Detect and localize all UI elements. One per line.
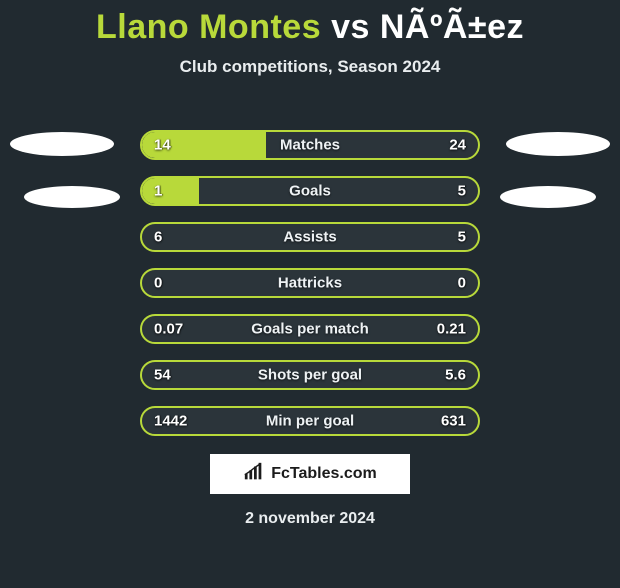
stat-row: 6Assists5: [140, 222, 480, 252]
stat-value-right: 5.6: [445, 367, 466, 384]
date-text: 2 november 2024: [0, 510, 620, 528]
subtitle: Club competitions, Season 2024: [0, 57, 620, 77]
stat-value-right: 5: [458, 229, 466, 246]
player1-name: Llano Montes: [96, 8, 321, 46]
stat-label: Goals per match: [142, 321, 478, 338]
left-badge-bottom: [24, 186, 120, 208]
stats-rows: 14Matches24 1Goals5 6Assists5 0Hattricks0 0.…: [140, 130, 480, 452]
stat-label: Assists: [142, 229, 478, 246]
chart-icon: [243, 462, 265, 487]
stat-row: 0Hattricks0: [140, 268, 480, 298]
stat-row: 1Goals5: [140, 176, 480, 206]
stat-row: 14Matches24: [140, 130, 480, 160]
watermark: FcTables.com: [210, 454, 410, 494]
stat-label: Shots per goal: [142, 367, 478, 384]
stat-value-right: 0: [458, 275, 466, 292]
stat-label: Min per goal: [142, 413, 478, 430]
stat-value-right: 631: [441, 413, 466, 430]
stat-row: 1442Min per goal631: [140, 406, 480, 436]
vs-separator: vs: [331, 8, 370, 46]
stat-label: Matches: [142, 137, 478, 154]
right-badge-bottom: [500, 186, 596, 208]
stat-row: 0.07Goals per match0.21: [140, 314, 480, 344]
stat-row: 54Shots per goal5.6: [140, 360, 480, 390]
watermark-text: FcTables.com: [271, 465, 377, 483]
page-title: Llano Montes vs NÃºÃ±ez: [0, 8, 620, 47]
stat-value-right: 0.21: [437, 321, 466, 338]
right-badge-top: [506, 132, 610, 156]
stat-label: Goals: [142, 183, 478, 200]
stat-value-right: 5: [458, 183, 466, 200]
player2-name: NÃºÃ±ez: [380, 8, 524, 46]
stat-value-right: 24: [449, 137, 466, 154]
stat-label: Hattricks: [142, 275, 478, 292]
left-badge-top: [10, 132, 114, 156]
